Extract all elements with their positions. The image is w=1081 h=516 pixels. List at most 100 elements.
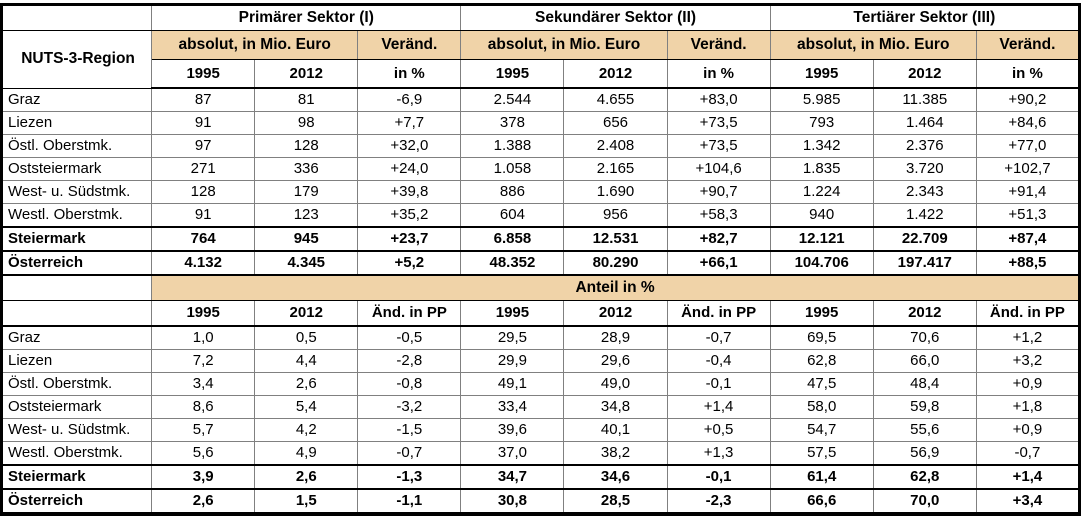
value-cell: 5,4 [254,395,359,419]
value-cell: 55,6 [872,418,977,442]
value-cell: +84,6 [975,111,1081,135]
region-cell: Graz [0,326,153,350]
value-cell: 886 [460,180,565,204]
value-cell: +1,8 [975,395,1081,419]
value-cell: +51,3 [975,203,1081,228]
sector-header-primary: Primärer Sektor (I) [151,4,462,31]
value-cell: 1.422 [872,203,977,228]
value-cell: 197.417 [872,250,977,276]
region-cell: Liezen [0,111,153,135]
value-cell: -1,5 [357,418,462,442]
value-cell: 336 [254,157,359,181]
value-cell: 793 [769,111,874,135]
value-cell: 1.690 [563,180,668,204]
value-cell: 0,5 [254,326,359,350]
value-cell: +39,8 [357,180,462,204]
year-header: 1995 [769,300,874,327]
value-cell: 87 [151,88,256,112]
value-cell: 28,5 [563,488,668,515]
value-cell: +90,2 [975,88,1081,112]
value-cell: 1,0 [151,326,256,350]
table-row: Liezen 7,2 4,4 -2,8 29,9 29,6 -0,4 62,8 66,0 +3,2 [0,349,1081,373]
value-cell: +3,4 [975,488,1081,515]
year-header: 2012 [872,300,977,327]
year-header: 1995 [460,300,565,327]
share-band-row: Anteil in % [0,275,1080,301]
value-cell: 3,4 [151,372,256,396]
value-cell: 29,9 [460,349,565,373]
value-cell: +58,3 [666,203,771,228]
table-row: Graz 87 81 -6,9 2.544 4.655 +83,0 5.985 11.385 +9… [0,88,1081,112]
value-cell: 11.385 [872,88,977,112]
value-cell: 764 [151,226,256,252]
value-cell: -1,1 [357,488,462,515]
value-cell: 945 [254,226,359,252]
table-row: Österreich 2,6 1,5 -1,1 30,8 28,5 -2,3 66,6 70,0… [0,488,1081,515]
region-cell: Östl. Oberstmk. [0,134,153,158]
region-cell: Steiermark [0,226,153,252]
value-cell: 29,5 [460,326,565,350]
value-cell: 6.858 [460,226,565,252]
value-cell: +5,2 [357,250,462,276]
year-header-row: 1995 2012 in % 1995 2012 in % 1995 2012 … [2,59,1081,89]
value-cell: 37,0 [460,441,565,466]
region-cell: Östl. Oberstmk. [0,372,153,396]
value-cell: +82,7 [666,226,771,252]
value-cell: 2,6 [151,488,256,515]
value-cell: 97 [151,134,256,158]
value-cell: 2,6 [254,372,359,396]
value-cell: 3.720 [872,157,977,181]
value-cell: 28,9 [563,326,668,350]
value-cell: 5.985 [769,88,874,112]
value-cell: 604 [460,203,565,228]
value-cell: 1.342 [769,134,874,158]
pp-header: Änd. in PP [357,300,462,327]
value-cell: -0,5 [357,326,462,350]
value-cell: 5,7 [151,418,256,442]
value-cell: 271 [151,157,256,181]
share-band-section: Anteil in % 1995 2012 Änd. in PP 1995 20… [0,275,1081,327]
value-cell: -0,4 [666,349,771,373]
change-label: Veränd. [666,30,771,60]
value-cell: +77,0 [975,134,1081,158]
region-cell: Oststeiermark [0,395,153,419]
value-cell: 29,6 [563,349,668,373]
region-cell: Westl. Oberstmk. [0,203,153,228]
value-cell: -0,7 [666,326,771,350]
value-cell: 123 [254,203,359,228]
region-cell: Österreich [0,488,153,515]
value-cell: +90,7 [666,180,771,204]
pp-header: Änd. in PP [666,300,771,327]
value-cell: 4.345 [254,250,359,276]
share-year-header-row: 1995 2012 Änd. in PP 1995 2012 Änd. in P… [0,300,1081,327]
value-cell: +87,4 [975,226,1081,252]
value-cell: 1.388 [460,134,565,158]
value-cell: 12.121 [769,226,874,252]
value-cell: 59,8 [872,395,977,419]
value-cell: 2,6 [254,464,359,490]
absolute-group-label: absolut, in Mio. Euro [769,30,977,60]
value-cell: +1,4 [666,395,771,419]
value-cell: +1,3 [666,441,771,466]
value-cell: +73,5 [666,134,771,158]
value-cell: 2.165 [563,157,668,181]
year-header: 1995 [151,300,256,327]
sector-statistics-table: Primärer Sektor (I) Sekundärer Sektor (I… [0,3,1081,516]
value-cell: +83,0 [666,88,771,112]
year-header: 1995 [151,59,256,89]
value-cell: -0,1 [666,372,771,396]
table-header: Primärer Sektor (I) Sekundärer Sektor (I… [0,4,1081,89]
value-cell: +23,7 [357,226,462,252]
change-label: Veränd. [975,30,1081,60]
value-cell: -6,9 [357,88,462,112]
year-header: 2012 [254,300,359,327]
absolute-values-section: Graz 87 81 -6,9 2.544 4.655 +83,0 5.985 11.385 +9… [0,88,1081,276]
region-cell: Westl. Oberstmk. [0,441,153,466]
sector-header-secondary: Sekundärer Sektor (II) [460,4,771,31]
region-cell: Oststeiermark [0,157,153,181]
value-cell: +102,7 [975,157,1081,181]
value-cell: 1.224 [769,180,874,204]
value-cell: -0,1 [666,464,771,490]
value-cell: 2.343 [872,180,977,204]
value-cell: +1,2 [975,326,1081,350]
